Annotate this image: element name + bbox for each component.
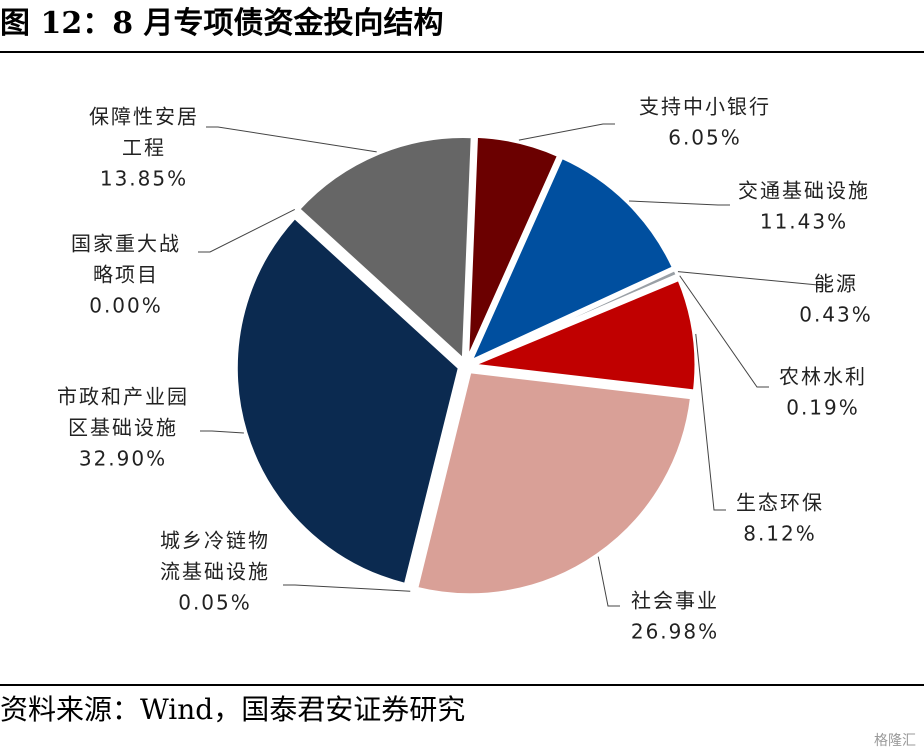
slice-category-label: 生态环保 [736, 491, 824, 515]
slice-category-label: 能源 [814, 272, 858, 296]
slice-category-label: 交通基础设施 [738, 179, 870, 203]
pie-slice [467, 155, 676, 365]
slice-value-label: 0.00% [89, 294, 163, 318]
slice-value-label: 8.12% [743, 522, 817, 546]
title-rule [0, 51, 924, 53]
pie-slice [467, 277, 698, 393]
slice-value-label: 0.19% [786, 396, 860, 420]
slice-category-label: 保障性安居 [89, 105, 199, 129]
leader-line [198, 209, 295, 253]
pie-slice [296, 135, 474, 363]
leader-line [283, 584, 411, 592]
slice-category-label: 流基础设施 [160, 560, 270, 584]
slice-value-label: 0.43% [799, 303, 873, 327]
slice-category-label: 区基础设施 [68, 416, 178, 440]
slice-value-label: 32.90% [79, 447, 167, 471]
slice-value-label: 6.05% [668, 126, 742, 150]
slice-category-label: 工程 [122, 136, 166, 160]
slice-category-label: 农林水利 [779, 365, 867, 389]
leader-line [679, 275, 769, 388]
source-note: 资料来源：Wind，国泰君安证券研究 [0, 693, 466, 726]
pie-slice [466, 134, 561, 360]
slice-category-label: 国家重大战 [71, 232, 181, 256]
slice-category-label: 市政和产业园 [57, 385, 189, 409]
leader-line [518, 123, 615, 141]
leader-line [677, 271, 830, 286]
leader-line [629, 200, 730, 206]
pie-slice [234, 215, 461, 587]
slice-category-label: 社会事业 [631, 589, 719, 613]
slice-value-label: 11.43% [760, 210, 848, 234]
pie-slice [408, 372, 466, 592]
watermark: 格隆汇 [874, 733, 916, 749]
pie-slice [414, 370, 694, 597]
leader-line [206, 126, 377, 153]
leader-line [200, 430, 244, 434]
slice-category-label: 支持中小银行 [639, 95, 771, 119]
source-rule [0, 684, 924, 686]
slice-value-label: 26.98% [631, 620, 719, 644]
leader-line [597, 556, 620, 607]
slice-value-label: 13.85% [100, 167, 188, 191]
chart-title: 图 12：8 月专项债资金投向结构 [0, 6, 444, 41]
leader-line [695, 333, 726, 511]
slice-category-label: 略项目 [93, 263, 159, 287]
pie-slice [471, 273, 681, 365]
slice-value-label: 0.05% [178, 591, 252, 615]
slice-category-label: 城乡冷链物 [160, 529, 270, 553]
